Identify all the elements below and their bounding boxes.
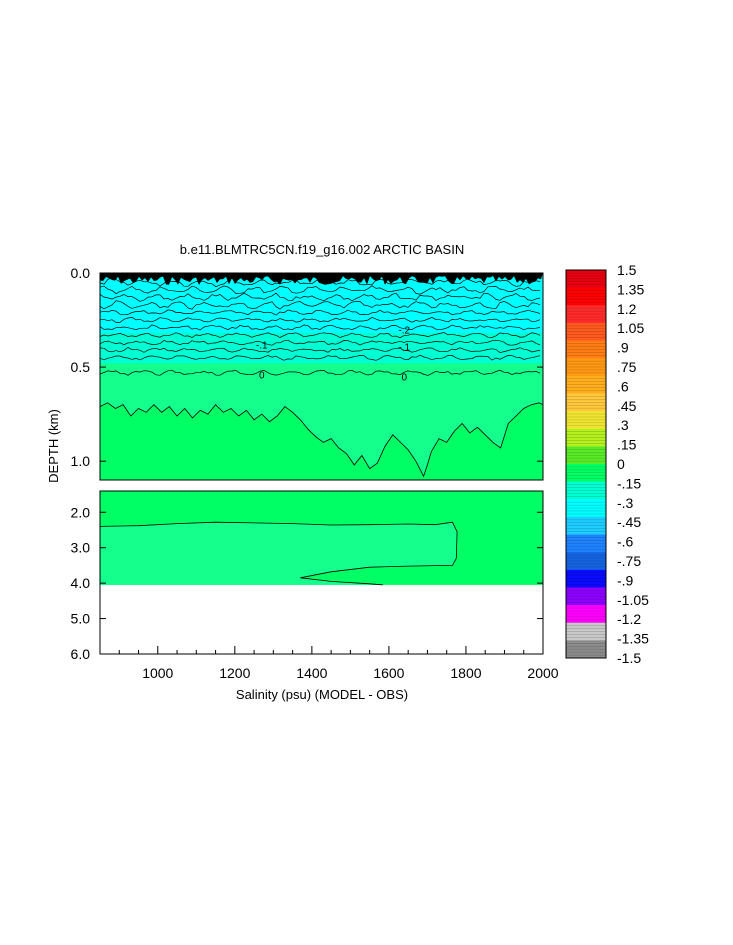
upper-contour-line <box>100 277 541 288</box>
upper-contour-line <box>100 324 541 331</box>
lower-y-tick-label: 6.0 <box>71 646 91 662</box>
colorbar: 1.5 1.35 1.2 1.05 .9 .75 .6 .45 .3 .15 0 -.15 -.3 -.4… <box>565 262 649 666</box>
upper-panel: -.2 -.1 -.1 0 0 0.0 0.5 1.0 <box>71 265 544 481</box>
colorbar-label: -.6 <box>617 534 634 550</box>
x-tick-label: 1800 <box>450 665 481 681</box>
colorbar-swatch <box>566 605 606 624</box>
colorbar-label: -1.35 <box>617 631 649 647</box>
x-tick-label: 1200 <box>219 665 250 681</box>
colorbar-swatch <box>566 358 606 377</box>
colorbar-label: 1.2 <box>617 301 637 317</box>
upper-panel-frame <box>99 272 544 481</box>
lower-panel-y-axis: 2.0 3.0 4.0 5.0 6.0 <box>71 504 543 662</box>
colorbar-label: 1.35 <box>617 281 644 297</box>
upper-panel-field <box>100 273 543 480</box>
x-tick-label: 1000 <box>142 665 173 681</box>
colorbar-label: -.15 <box>617 475 641 491</box>
lower-zero-contour <box>100 521 458 586</box>
upper-contour-line <box>100 346 541 353</box>
colorbar-swatch <box>566 499 606 518</box>
colorbar-swatch <box>566 640 606 659</box>
colorbar-swatch <box>566 411 606 430</box>
upper-contour-line <box>100 369 541 376</box>
colorbar-swatch <box>566 287 606 306</box>
lower-y-tick-label: 2.0 <box>71 504 91 520</box>
colorbar-label: -1.5 <box>617 650 641 666</box>
upper-panel-contour-labels: -.2 -.1 -.1 0 0 <box>256 326 411 384</box>
lower-panel-frame <box>99 490 544 655</box>
upper-panel-contours <box>100 277 541 376</box>
colorbar-swatch <box>566 446 606 465</box>
colorbar-swatch <box>566 516 606 535</box>
colorbar-swatch <box>566 305 606 324</box>
colorbar-frame <box>565 269 607 659</box>
upper-surface-noise <box>100 273 543 285</box>
lower-y-tick-label: 5.0 <box>71 611 91 627</box>
lower-y-tick-label: 4.0 <box>71 575 91 591</box>
lower-negative-region <box>100 522 458 585</box>
colorbar-label: -.9 <box>617 572 634 588</box>
contour-label: -.2 <box>398 326 410 337</box>
colorbar-label: 0 <box>617 456 625 472</box>
colorbar-swatch <box>566 481 606 500</box>
colorbar-swatch <box>566 322 606 341</box>
upper-contour-line <box>100 292 541 302</box>
upper-contour-line <box>100 354 541 361</box>
contour-label: -.1 <box>398 342 410 353</box>
colorbar-label: 1.05 <box>617 320 644 336</box>
colorbar-label: .45 <box>617 398 637 414</box>
lower-panel-field <box>100 491 543 586</box>
lower-panel: 2.0 3.0 4.0 5.0 6.0 1000 1200 1400 1600 1800 2000 <box>71 273 559 681</box>
colorbar-swatch <box>566 270 606 289</box>
lower-y-tick-label: 3.0 <box>71 540 91 556</box>
colorbar-label: .6 <box>617 378 629 394</box>
upper-contour-line <box>100 300 541 310</box>
x-tick-label: 1400 <box>296 665 327 681</box>
colorbar-swatch <box>566 534 606 553</box>
colorbar-label: .3 <box>617 417 629 433</box>
colorbar-swatch <box>566 569 606 588</box>
colorbar-swatch <box>566 428 606 447</box>
upper-boundary-contour <box>100 402 543 478</box>
colorbar-label: -1.2 <box>617 611 641 627</box>
colorbar-swatch <box>566 340 606 359</box>
colorbar-label: .75 <box>617 359 637 375</box>
contour-label: 0 <box>402 373 408 384</box>
x-tick-label: 2000 <box>527 665 558 681</box>
colorbar-label: .9 <box>617 340 629 356</box>
colorbar-swatch <box>566 393 606 412</box>
contour-label: -.1 <box>256 341 268 352</box>
colorbar-label: -.75 <box>617 553 641 569</box>
y-axis-label: DEPTH (km) <box>46 409 61 483</box>
upper-contour-line <box>100 309 541 316</box>
x-axis-label: Salinity (psu) (MODEL - OBS) <box>236 687 408 702</box>
upper-contour-line <box>100 332 541 339</box>
upper-contour-line <box>100 339 541 346</box>
colorbar-label: -1.05 <box>617 592 649 608</box>
colorbar-swatch <box>566 587 606 606</box>
upper-panel-y-axis: 0.0 0.5 1.0 <box>71 265 543 469</box>
contour-label: 0 <box>259 371 265 382</box>
upper-contour-line <box>100 316 541 323</box>
colorbar-swatch <box>566 622 606 641</box>
x-axis: 1000 1200 1400 1600 1800 2000 <box>118 273 559 681</box>
colorbar-swatch <box>566 464 606 483</box>
x-tick-label: 1600 <box>373 665 404 681</box>
colorbar-label: -.45 <box>617 514 641 530</box>
chart-title: b.e11.BLMTRC5CN.f19_g16.002 ARCTIC BASIN <box>180 242 464 257</box>
upper-y-tick-label: 0.5 <box>71 359 91 375</box>
colorbar-label: .15 <box>617 437 637 453</box>
upper-y-tick-label: 1.0 <box>71 453 91 469</box>
colorbar-swatch <box>566 552 606 571</box>
colorbar-swatch <box>566 375 606 394</box>
upper-contour-line <box>100 285 541 295</box>
colorbar-label: -.3 <box>617 495 634 511</box>
colorbar-label: 1.5 <box>617 262 637 278</box>
upper-y-tick-label: 0.0 <box>71 265 91 281</box>
